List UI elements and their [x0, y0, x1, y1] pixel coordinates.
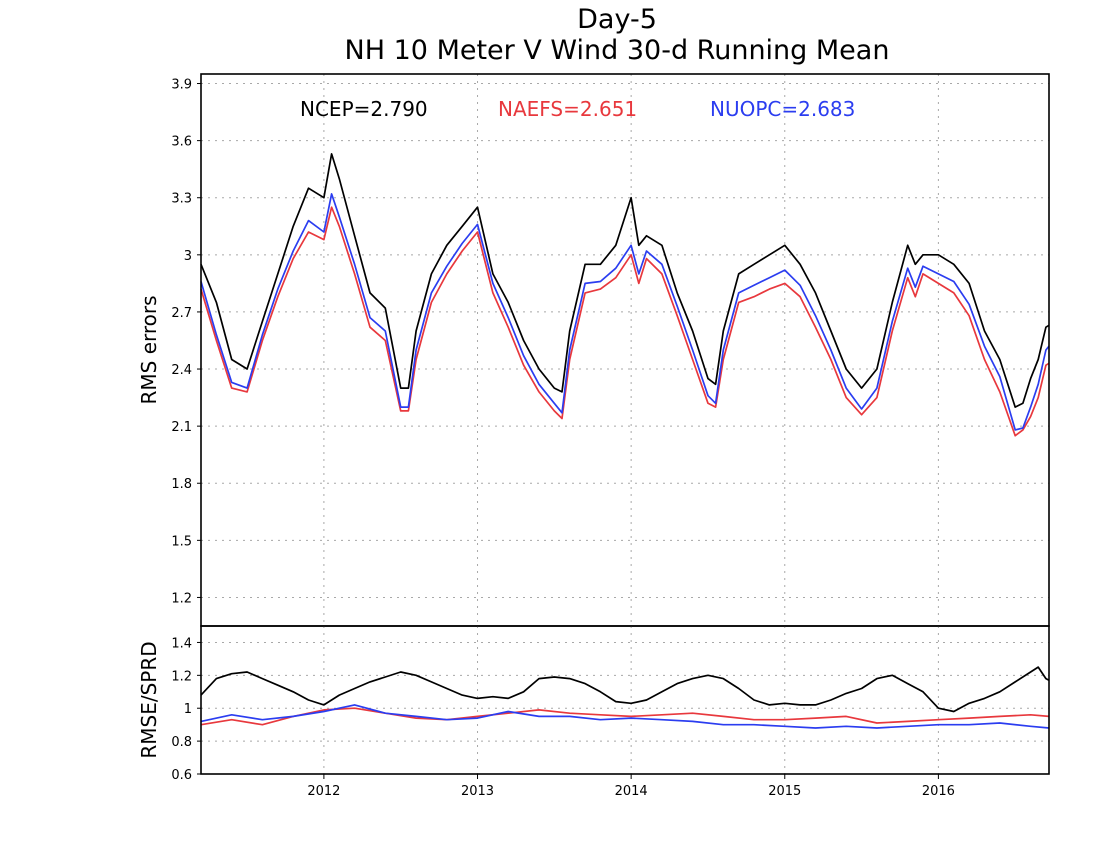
rms-y-tick-label: 1.2	[171, 591, 192, 606]
ratio-series-ncep	[200, 666, 1050, 713]
rms-errors-frame	[200, 73, 1050, 627]
legend-ncep: NCEP=2.790	[300, 97, 428, 121]
rms-series-nuopc	[200, 193, 1050, 431]
chart-subtitle: NH 10 Meter V Wind 30-d Running Mean	[345, 35, 890, 66]
legend-naefs: NAEFS=2.651	[498, 97, 637, 121]
legend-nuopc: NUOPC=2.683	[710, 97, 855, 121]
ratio-y-tick-label: 0.6	[171, 768, 192, 783]
ratio-y-tick-label: 0.8	[171, 735, 192, 750]
rms-series-ncep	[200, 153, 1050, 408]
x-tick-label: 2016	[922, 784, 955, 799]
rms-series-naefs	[200, 206, 1050, 437]
x-tick-label: 2015	[768, 784, 801, 799]
rms-y-tick-label: 3.6	[171, 135, 192, 150]
rms-y-tick-label: 1.8	[171, 477, 192, 492]
x-tick-label: 2013	[461, 784, 494, 799]
ratio-series-naefs	[200, 707, 1050, 726]
rms-y-tick-label: 2.1	[171, 420, 192, 435]
rms-y-tick-label: 3.3	[171, 192, 192, 207]
rms-y-tick-label: 2.7	[171, 306, 192, 321]
rms-y-tick-label: 1.5	[171, 534, 192, 549]
rmse-sprd-axis-label: RMSE/SPRD	[137, 641, 161, 758]
x-tick-label: 2012	[307, 784, 340, 799]
ratio-y-tick-label: 1.2	[171, 669, 192, 684]
rms-y-tick-label: 2.4	[171, 363, 192, 378]
rms-errors-panel: 1.21.51.82.12.42.733.33.63.9 RMS errors …	[137, 73, 1050, 627]
ratio-series-nuopc	[200, 704, 1050, 729]
ratio-y-tick-label: 1	[184, 702, 192, 717]
rms-y-tick-label: 3	[184, 249, 192, 264]
rmse-sprd-panel: 0.6 0.8 1 1.2 1.4 2012 2013 2014 2015 2016 RMSE/…	[137, 625, 1050, 799]
x-tick-label: 2014	[615, 784, 648, 799]
rmse-sprd-frame	[200, 625, 1050, 775]
rms-errors-axis-label: RMS errors	[137, 295, 161, 404]
rms-y-tick-label: 3.9	[171, 78, 192, 93]
chart-title: Day-5	[577, 4, 657, 35]
ratio-y-tick-label: 1.4	[171, 636, 192, 651]
